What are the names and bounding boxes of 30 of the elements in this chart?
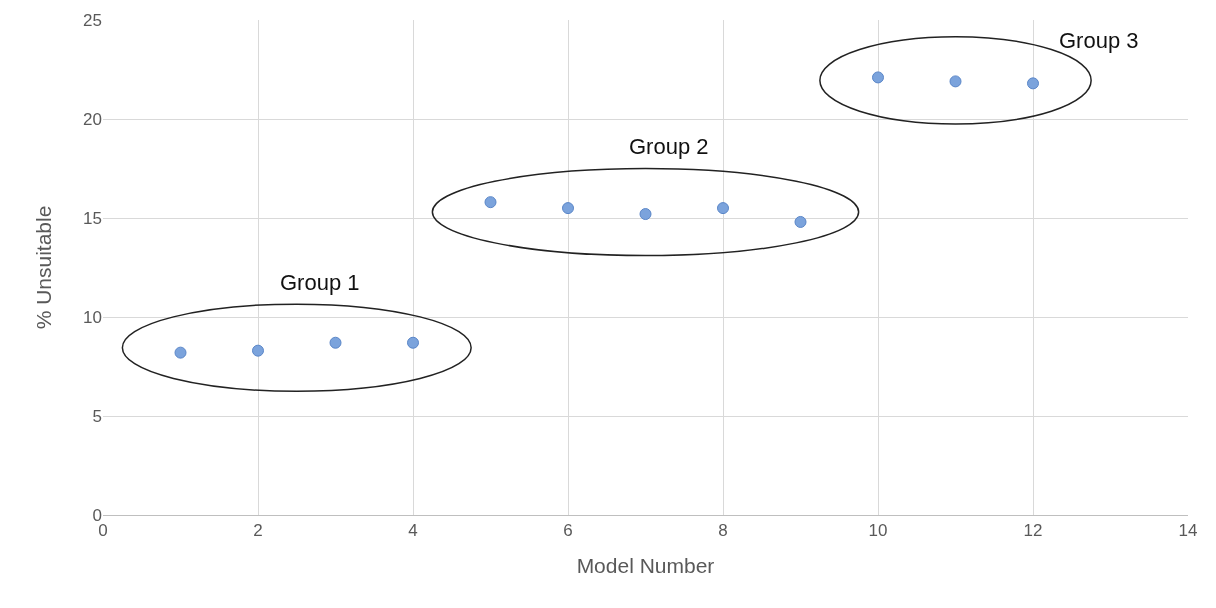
point [949, 75, 962, 88]
x-tick-label: 2 [253, 521, 263, 541]
y-tick-label: 15 [83, 208, 102, 228]
point [1027, 77, 1039, 90]
y-tick-label: 5 [92, 406, 102, 426]
x-tick-label: 8 [718, 521, 728, 541]
point [174, 346, 187, 359]
y-tick-label: 20 [83, 109, 102, 129]
x-tick-label: 6 [563, 521, 573, 541]
x-axis-title: Model Number [576, 553, 715, 577]
y-tick-label: 10 [83, 307, 102, 327]
point [639, 208, 652, 221]
annotation: Group 1 [280, 270, 360, 295]
point [872, 71, 884, 84]
x-tick-label: 4 [408, 521, 418, 541]
point [407, 336, 419, 349]
x-tick-label: 10 [868, 521, 888, 541]
y-tick-label: 0 [92, 505, 102, 525]
x-tick-label: 14 [1178, 521, 1198, 541]
point [717, 202, 729, 215]
annotation: Group 2 [629, 134, 709, 159]
point [252, 344, 264, 357]
point [329, 336, 342, 349]
x-tick-label: 12 [1023, 521, 1043, 541]
annotation: Group 3 [1059, 28, 1139, 53]
point [562, 202, 574, 215]
point [794, 215, 807, 228]
y-tick-label: 25 [83, 10, 102, 30]
y-axis-title: % Unsuitable [32, 205, 56, 330]
point [484, 196, 497, 209]
